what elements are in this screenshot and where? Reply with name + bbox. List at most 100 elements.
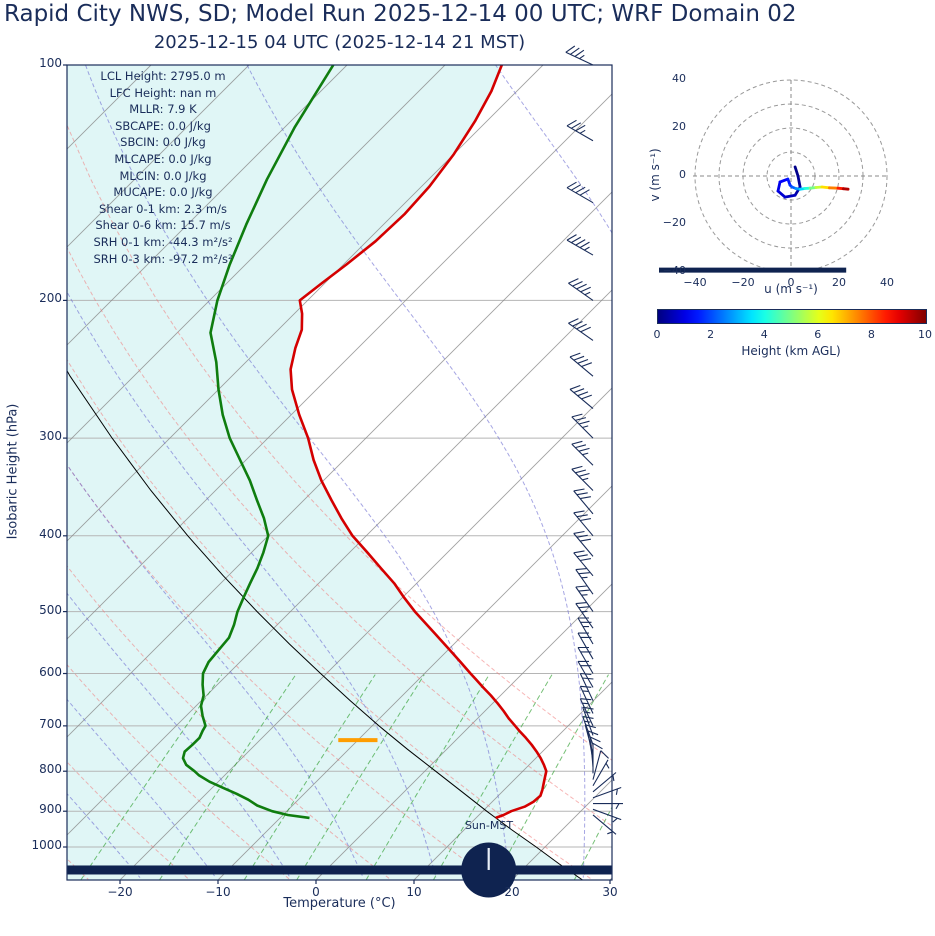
moist-adiabat-line — [84, 65, 510, 878]
hodograph-v-tick-label: −20 — [662, 216, 686, 229]
wind-barb — [566, 181, 594, 204]
annotation-line: SRH 0-3 km: -97.2 m²/s² — [93, 252, 233, 266]
hodograph-u-tick-label: 0 — [787, 276, 795, 289]
pressure-tick-label: 500 — [39, 603, 62, 617]
skewt-frame — [66, 64, 613, 881]
wind-barb — [565, 45, 594, 66]
colorbar-tick-label: 8 — [867, 328, 875, 341]
mixing-ratio-line — [80, 674, 223, 880]
hodograph-u-tick-label: 40 — [880, 276, 894, 289]
wind-barb — [592, 803, 624, 810]
wind-barb — [592, 772, 617, 793]
parcel-curve — [67, 369, 583, 880]
hodograph-v-tick-label: −40 — [662, 264, 686, 277]
temperature-axis-label: Temperature (°C) — [283, 896, 396, 911]
hodograph-trace-segment — [776, 189, 787, 199]
pressure-tick-label: 600 — [39, 665, 62, 679]
temperature-curve — [289, 65, 548, 820]
wind-barb — [577, 632, 594, 660]
colorbar-tick-label: 10 — [918, 328, 932, 341]
pressure-axis-label: Isobaric Height (hPa) — [5, 403, 21, 540]
hodograph-u-tick-label: −40 — [683, 276, 707, 289]
colorbar-label: Height (km AGL) — [741, 344, 841, 358]
hodograph-u-tick-label: 20 — [832, 276, 846, 289]
hodograph-trace-segment — [793, 165, 800, 178]
moist-adiabat-line — [494, 65, 612, 234]
pressure-tick-label: 300 — [39, 429, 62, 443]
moist-adiabat-line — [735, 59, 854, 878]
wind-barb — [592, 786, 622, 799]
wind-barb — [575, 585, 594, 612]
wind-barb — [592, 742, 603, 774]
wind-barb — [573, 510, 594, 537]
wind-barb — [566, 119, 594, 142]
annotation-line: MLCIN: 0.0 J/kg — [119, 169, 207, 183]
wind-barb — [571, 440, 594, 466]
moist-adiabat-line — [67, 290, 437, 878]
annotation-line: Shear 0-6 km: 15.7 m/s — [95, 218, 231, 232]
mixing-ratio-line — [432, 674, 553, 880]
annotation-line: SBCAPE: 0.0 J/kg — [115, 119, 211, 133]
dry-adiabat-line — [67, 246, 612, 827]
colorbar-tick-label: 2 — [707, 328, 715, 341]
mixing-ratio-line — [573, 806, 612, 880]
temperature-tick-label: −20 — [107, 885, 133, 899]
wind-barb — [592, 750, 609, 780]
wind-barb — [568, 318, 594, 341]
dry-adiabat-line — [67, 761, 190, 880]
annotation-line: LFC Height: nan m — [109, 86, 217, 100]
wind-barb — [592, 814, 617, 835]
pressure-tick-label: 100 — [39, 56, 62, 70]
hodograph-trace-segment — [796, 174, 802, 189]
wind-barb — [573, 488, 594, 515]
hodograph-v-tick-label: 20 — [672, 120, 686, 133]
annotation-line: LCL Height: 2795.0 m — [100, 69, 226, 83]
pressure-tick-label: 700 — [39, 717, 62, 731]
hodograph-trace-segment — [776, 180, 782, 193]
wind-barb — [573, 530, 594, 557]
temperature-tick-label: 30 — [602, 885, 618, 899]
hodograph-trace-segment — [783, 193, 797, 199]
pressure-tick-label: 800 — [39, 762, 62, 776]
hodograph-u-axis-label: u (m s⁻¹) — [764, 282, 818, 296]
wind-barb — [571, 413, 594, 439]
dry-adiabat-line — [67, 358, 593, 880]
wind-barb — [568, 278, 594, 301]
temperature-tick-label: −10 — [205, 885, 231, 899]
moist-adiabat-line — [67, 592, 291, 878]
pressure-tick-label: 900 — [39, 802, 62, 816]
dewpoint-curve — [181, 65, 335, 820]
annotation-line: Shear 0-1 km: 2.3 m/s — [99, 202, 227, 216]
annotation-line: MLCAPE: 0.0 J/kg — [114, 152, 212, 166]
wind-barb — [571, 465, 594, 491]
sun-position-clock-icon — [461, 842, 517, 898]
height-colorbar — [657, 309, 927, 324]
pressure-tick-label: 200 — [39, 291, 62, 305]
mixing-ratio-line — [159, 674, 297, 880]
annotation-line: SRH 0-1 km: -44.3 m²/s² — [93, 235, 233, 249]
wind-barb — [575, 602, 594, 629]
temperature-tick-label: 10 — [406, 885, 422, 899]
temperature-tick-label: 20 — [504, 885, 520, 899]
temperature-tick-label: 0 — [312, 885, 320, 899]
figure-title: Rapid City NWS, SD; Model Run 2025-12-14… — [4, 1, 797, 27]
hodograph-trace-segment — [841, 187, 850, 191]
dry-adiabat-line — [67, 123, 612, 761]
wind-barb — [569, 384, 594, 409]
moist-adiabat-line — [67, 698, 217, 878]
wind-barb — [575, 568, 594, 595]
hodograph-v-tick-label: 0 — [679, 168, 686, 181]
wind-barb — [577, 646, 594, 674]
sun-position-label: Sun-MST — [464, 819, 514, 832]
wind-barb — [592, 759, 610, 787]
wind-barb — [573, 550, 594, 577]
colorbar-tick-label: 0 — [653, 328, 661, 341]
annotation-line: SBCIN: 0.0 J/kg — [120, 135, 206, 149]
wind-barb — [566, 234, 594, 256]
wind-barb — [577, 617, 594, 645]
pressure-tick-label: 1000 — [31, 838, 62, 852]
dry-adiabat-line — [67, 663, 291, 880]
colorbar-tick-label: 6 — [814, 328, 822, 341]
